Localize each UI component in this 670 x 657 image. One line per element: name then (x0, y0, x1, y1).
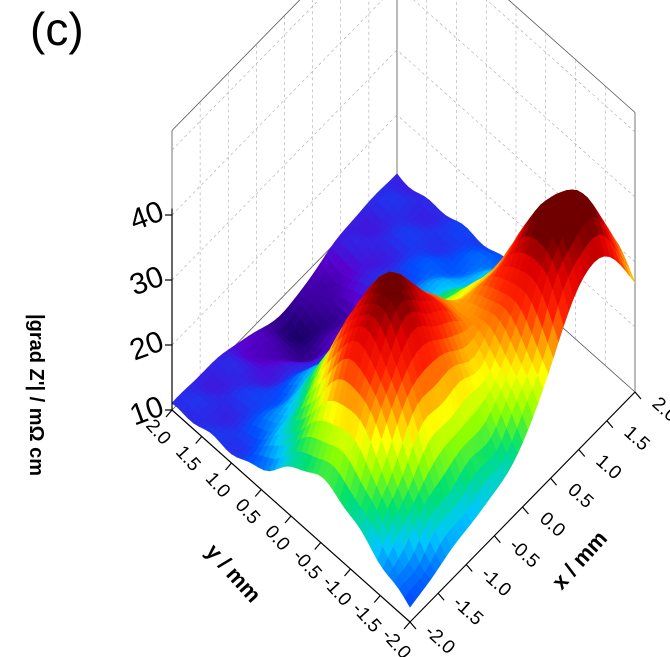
y-tick-label: -1.5 (348, 599, 386, 637)
x-tick-mark (578, 449, 586, 457)
y-tick-mark (165, 409, 173, 418)
x-tick-label: 1.5 (620, 422, 654, 455)
x-tick-mark (634, 391, 642, 400)
x-tick-label: 0.5 (563, 480, 597, 513)
y-tick-mark (314, 542, 322, 550)
y-tick-mark (254, 489, 262, 497)
x-tick-mark (522, 506, 529, 515)
y-tick-label: 0.5 (231, 495, 264, 529)
grid-line (396, 49, 636, 263)
y-tick-mark (373, 595, 381, 603)
x-tick-label: 0.0 (535, 508, 569, 541)
x-tick-mark (550, 477, 558, 486)
x-tick-mark (493, 535, 501, 544)
x-tick-mark (465, 564, 473, 572)
surface-cell (624, 262, 636, 283)
y-tick-mark (225, 462, 232, 471)
y-tick-mark (195, 436, 203, 444)
box-edge (171, 0, 301, 131)
z-axis-title: |grad Z'| / mΩ cm (25, 314, 47, 476)
y-tick-mark (344, 568, 351, 577)
panel-label: (c) (30, 3, 84, 55)
box-edge (508, 0, 636, 113)
x-tick-label: -1.0 (477, 564, 515, 602)
y-tick-label: 0.0 (260, 521, 293, 555)
y-tick-mark (403, 621, 411, 630)
y-tick-label: 1.5 (171, 442, 204, 476)
x-tick-mark (437, 592, 445, 601)
y-tick-mark (284, 515, 292, 524)
x-tick-mark (606, 420, 614, 429)
grid-line (396, 114, 636, 328)
y-tick-label: -1.0 (318, 572, 356, 610)
x-tick-label: -0.5 (505, 535, 543, 573)
y-tick-label: -0.5 (288, 546, 326, 584)
z-tick-label: 40 (125, 195, 168, 237)
surface-mesh (171, 173, 636, 608)
y-tick-label: -2.0 (377, 625, 415, 657)
x-tick-mark (409, 621, 417, 630)
surface-cell (404, 590, 416, 608)
y-tick-label: 1.0 (201, 468, 234, 502)
z-tick-label: 30 (125, 260, 168, 302)
x-tick-label: -1.5 (449, 592, 487, 630)
x-tick-label: 1.0 (592, 451, 626, 484)
z-tick-label: 20 (125, 325, 168, 367)
x-tick-label: -2.0 (420, 621, 458, 657)
x-tick-label: 2.0 (648, 393, 670, 426)
y-axis-title: y / mm (201, 539, 266, 608)
grid-line (413, 0, 636, 198)
